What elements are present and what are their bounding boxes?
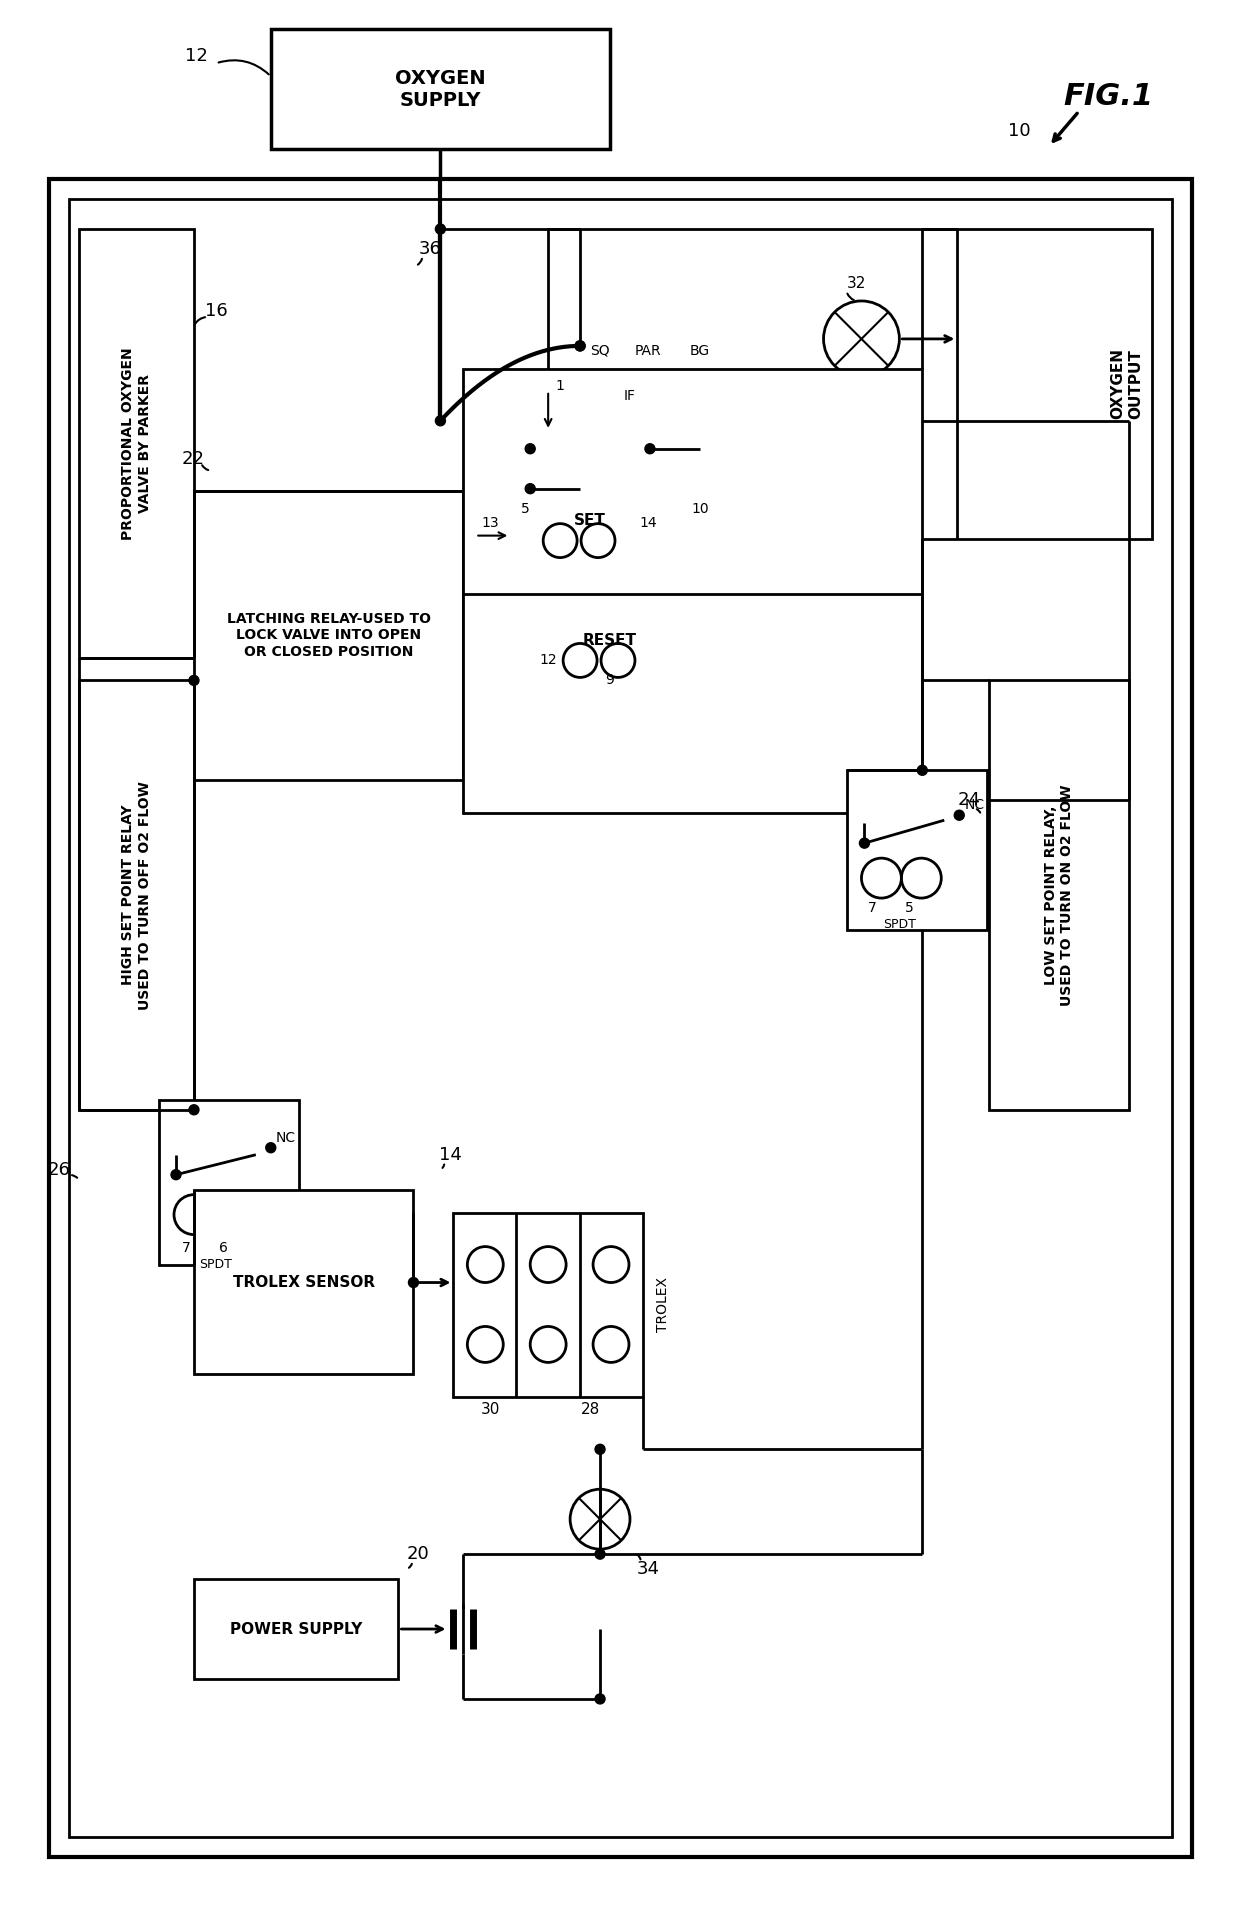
Text: SET: SET xyxy=(574,514,606,529)
Circle shape xyxy=(595,1549,605,1559)
Bar xyxy=(847,771,987,930)
Circle shape xyxy=(595,1695,605,1704)
Circle shape xyxy=(575,341,585,351)
Bar xyxy=(464,368,923,813)
Text: 10: 10 xyxy=(691,502,708,516)
Text: 32: 32 xyxy=(847,276,867,291)
Text: SQ: SQ xyxy=(590,343,610,358)
Circle shape xyxy=(526,483,536,495)
Text: 14: 14 xyxy=(639,516,657,529)
Text: TROLEX SENSOR: TROLEX SENSOR xyxy=(233,1275,374,1290)
Text: LOW SET POINT RELAY,
USED TO TURN ON O2 FLOW: LOW SET POINT RELAY, USED TO TURN ON O2 … xyxy=(1044,784,1074,1006)
Text: 36: 36 xyxy=(419,240,441,259)
Text: LATCHING RELAY-USED TO
LOCK VALVE INTO OPEN
OR CLOSED POSITION: LATCHING RELAY-USED TO LOCK VALVE INTO O… xyxy=(227,612,430,659)
Text: 5: 5 xyxy=(905,901,914,914)
Bar xyxy=(270,29,610,150)
Text: SPDT: SPDT xyxy=(883,918,916,930)
Text: 7: 7 xyxy=(181,1240,191,1254)
Circle shape xyxy=(265,1143,275,1152)
Circle shape xyxy=(435,224,445,234)
Bar xyxy=(454,1213,644,1397)
Circle shape xyxy=(918,765,928,774)
Text: 5: 5 xyxy=(521,502,529,516)
Circle shape xyxy=(171,1169,181,1179)
Bar xyxy=(79,228,193,658)
Text: OXYGEN
SUPPLY: OXYGEN SUPPLY xyxy=(396,69,486,109)
Circle shape xyxy=(645,443,655,454)
Text: RESET: RESET xyxy=(583,633,637,648)
Text: TROLEX: TROLEX xyxy=(656,1277,670,1332)
Text: HIGH SET POINT RELAY
USED TO TURN OFF O2 FLOW: HIGH SET POINT RELAY USED TO TURN OFF O2… xyxy=(122,780,151,1010)
Text: 34: 34 xyxy=(636,1560,660,1578)
Text: 10: 10 xyxy=(1008,123,1030,140)
Circle shape xyxy=(188,675,198,686)
Text: 20: 20 xyxy=(407,1545,430,1562)
Text: PAR: PAR xyxy=(635,343,661,358)
Bar xyxy=(50,178,1192,1858)
Text: OXYGEN
OUTPUT: OXYGEN OUTPUT xyxy=(1111,349,1143,420)
Bar xyxy=(193,1190,413,1374)
Circle shape xyxy=(575,341,585,351)
Text: PROPORTIONAL OXYGEN
VALVE BY PARKER: PROPORTIONAL OXYGEN VALVE BY PARKER xyxy=(122,347,151,541)
Text: 1: 1 xyxy=(556,380,564,393)
Circle shape xyxy=(526,443,536,454)
Circle shape xyxy=(435,416,445,426)
Bar xyxy=(193,1580,398,1679)
Text: IF: IF xyxy=(624,389,636,403)
Text: 28: 28 xyxy=(580,1401,600,1417)
Text: 12: 12 xyxy=(539,654,557,667)
Text: 12: 12 xyxy=(185,48,207,65)
Text: 16: 16 xyxy=(205,303,227,320)
Text: 22: 22 xyxy=(181,450,205,468)
Text: FIG.1: FIG.1 xyxy=(1064,82,1153,111)
Circle shape xyxy=(859,838,869,847)
Text: BG: BG xyxy=(689,343,709,358)
Bar xyxy=(990,681,1128,1110)
Text: NC: NC xyxy=(965,797,985,813)
Text: 26: 26 xyxy=(48,1160,71,1179)
Text: 9: 9 xyxy=(605,673,615,688)
Circle shape xyxy=(955,811,965,820)
Bar xyxy=(69,199,1172,1836)
Text: NC: NC xyxy=(275,1131,296,1144)
Circle shape xyxy=(595,1444,605,1455)
Text: 14: 14 xyxy=(439,1146,461,1164)
Circle shape xyxy=(188,1104,198,1116)
Text: 30: 30 xyxy=(481,1401,500,1417)
Text: SPDT: SPDT xyxy=(200,1258,232,1271)
Circle shape xyxy=(408,1277,418,1288)
Text: POWER SUPPLY: POWER SUPPLY xyxy=(231,1622,362,1637)
Text: 13: 13 xyxy=(481,516,500,529)
Bar xyxy=(159,1100,299,1265)
Bar xyxy=(548,228,1152,539)
Bar xyxy=(79,681,193,1110)
Bar xyxy=(193,491,464,780)
Text: 7: 7 xyxy=(868,901,877,914)
Text: 24: 24 xyxy=(957,792,981,809)
Text: 6: 6 xyxy=(219,1240,228,1254)
